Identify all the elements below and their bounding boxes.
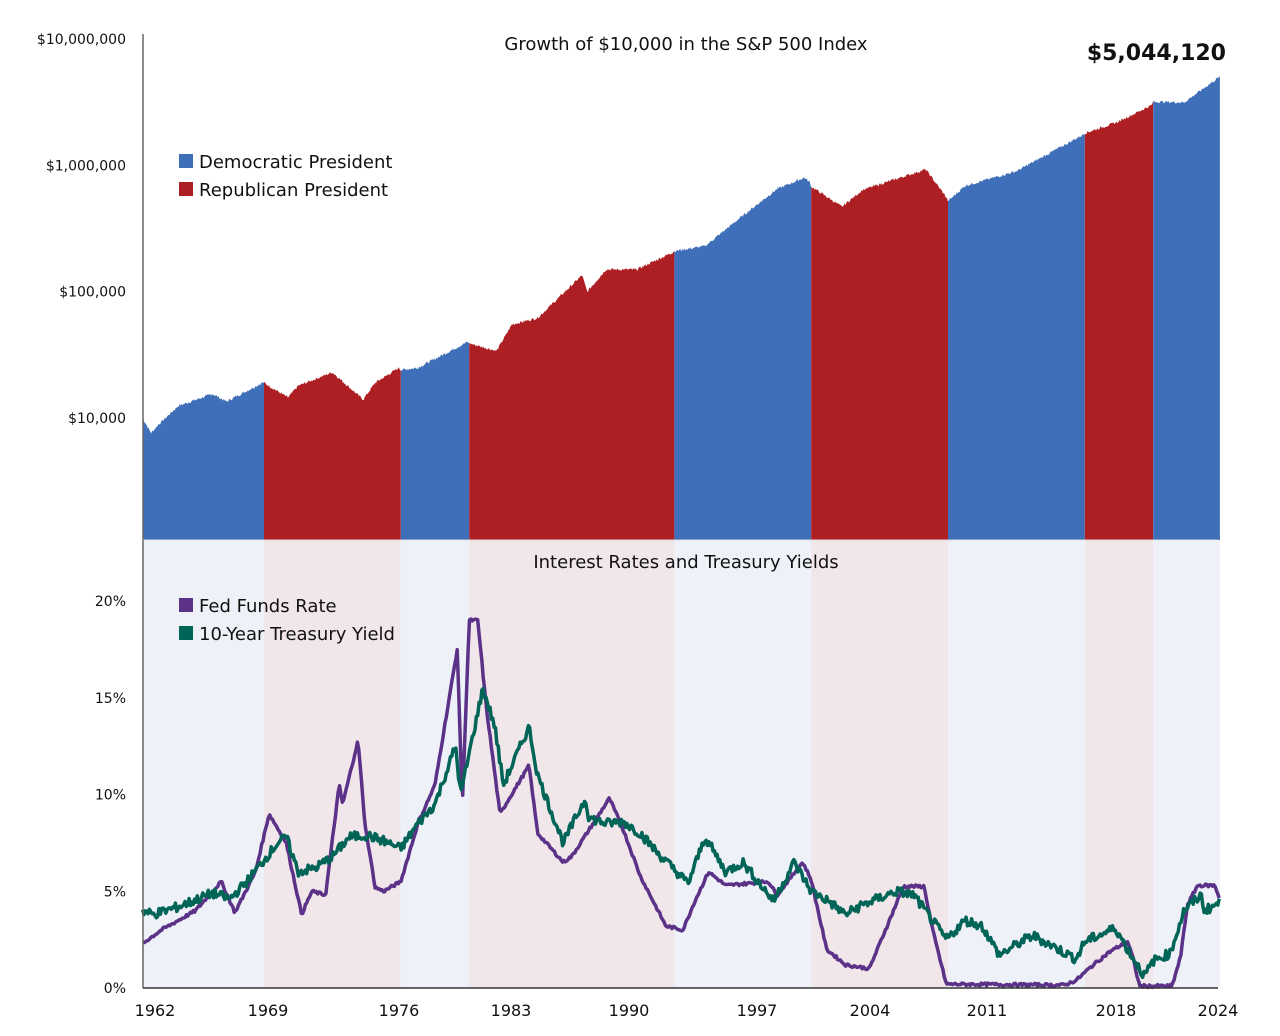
legend-swatch-fed-funds xyxy=(179,598,193,612)
bottom-y-tick-label: 15% xyxy=(95,691,126,707)
top-chart-title: Growth of $10,000 in the S&P 500 Index xyxy=(504,34,868,55)
bottom-legend: Fed Funds Rate 10-Year Treasury Yield xyxy=(179,596,395,645)
series-line-0 xyxy=(142,617,1221,990)
x-tick-label: 1997 xyxy=(737,1001,778,1020)
term-area-5 xyxy=(811,168,948,540)
term-area-4 xyxy=(674,177,812,540)
term-shading-6 xyxy=(948,540,1085,988)
term-area-6 xyxy=(948,133,1085,540)
legend-swatch-republican xyxy=(179,182,193,196)
bottom-chart-title: Interest Rates and Treasury Yields xyxy=(533,552,838,573)
x-tick-label: 1983 xyxy=(491,1001,532,1020)
term-shading-0 xyxy=(142,540,264,988)
final-value-annotation: $5,044,120 xyxy=(1087,41,1226,66)
series-line-1 xyxy=(140,686,1221,980)
top-y-tick-label: $10,000 xyxy=(68,411,126,427)
legend-label-treasury: 10-Year Treasury Yield xyxy=(199,624,395,645)
x-tick-label: 2004 xyxy=(850,1001,891,1020)
term-area-1 xyxy=(264,367,401,540)
term-shading-1 xyxy=(264,540,401,988)
term-area-8 xyxy=(1153,75,1220,541)
rate-lines xyxy=(140,617,1221,990)
term-area-2 xyxy=(400,341,470,540)
x-tick-label: 1976 xyxy=(379,1001,420,1020)
tick-labels: $10,000 $100,000 $1,000,000 $10,000,000 0% 5%… xyxy=(37,32,1238,1020)
legend-swatch-democratic xyxy=(179,154,193,168)
legend-label-democratic: Democratic President xyxy=(199,152,392,173)
x-tick-label: 1969 xyxy=(248,1001,289,1020)
x-tick-label: 1962 xyxy=(135,1001,176,1020)
term-area-7 xyxy=(1084,100,1154,541)
term-shading-5 xyxy=(811,540,948,988)
legend-swatch-treasury xyxy=(179,626,193,640)
bottom-y-tick-label: 5% xyxy=(104,884,126,900)
x-tick-label: 1990 xyxy=(609,1001,650,1020)
top-y-tick-label: $1,000,000 xyxy=(46,158,126,174)
bottom-y-tick-label: 10% xyxy=(95,788,126,804)
bottom-y-tick-label: 20% xyxy=(95,594,126,610)
x-tick-label: 2011 xyxy=(967,1001,1008,1020)
top-y-tick-label: $10,000,000 xyxy=(37,32,126,48)
x-tick-label: 2018 xyxy=(1096,1001,1137,1020)
bottom-y-tick-label: 0% xyxy=(104,981,126,997)
legend-label-republican: Republican President xyxy=(199,180,388,201)
presidential-shading xyxy=(142,540,1220,988)
x-tick-label: 2024 xyxy=(1198,1001,1239,1020)
term-shading-4 xyxy=(674,540,812,988)
top-legend: Democratic President Republican Presiden… xyxy=(179,152,392,201)
term-area-0 xyxy=(142,382,264,540)
term-shading-3 xyxy=(469,540,675,988)
term-shading-7 xyxy=(1084,540,1154,988)
legend-label-fed-funds: Fed Funds Rate xyxy=(199,596,337,617)
top-y-tick-label: $100,000 xyxy=(59,285,126,301)
sp500-area xyxy=(142,75,1220,541)
term-area-3 xyxy=(469,251,675,540)
